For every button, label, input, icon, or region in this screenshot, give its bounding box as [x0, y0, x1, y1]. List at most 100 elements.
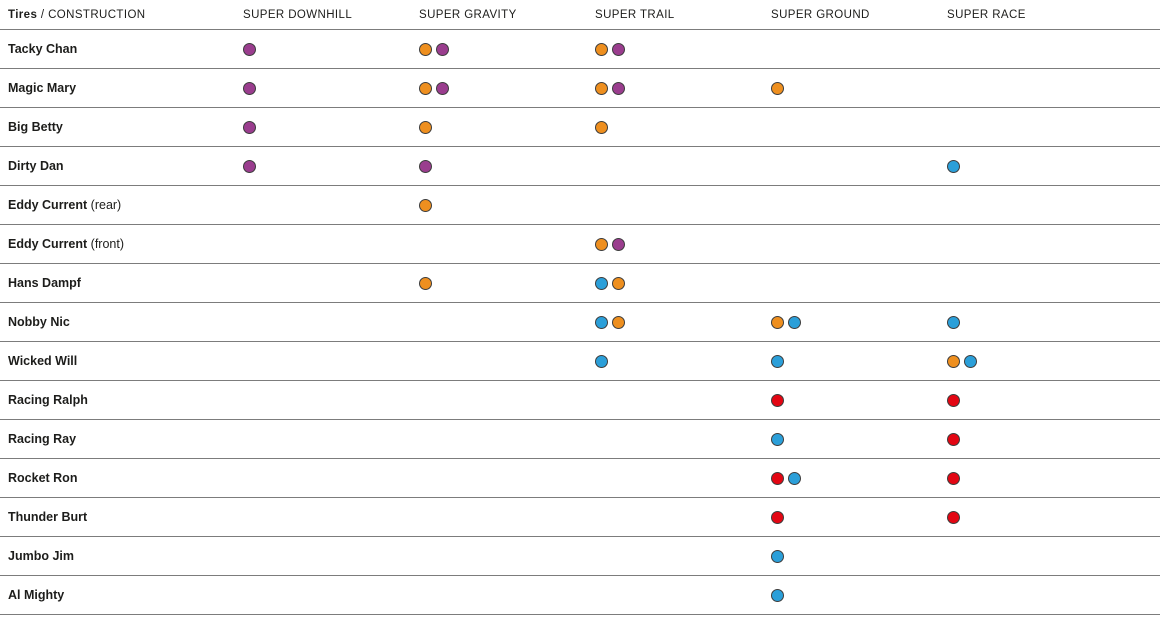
blue-availability-dot	[788, 471, 801, 485]
column-header-super-downhill: SUPER DOWNHILL	[243, 8, 353, 21]
tire-name-label: Eddy Current (front)	[8, 237, 243, 251]
availability-cell	[243, 159, 419, 173]
table-row: Nobby Nic	[0, 303, 1160, 342]
availability-cell	[243, 42, 419, 56]
table-row: Tacky Chan	[0, 30, 1160, 69]
tire-name-label: Big Betty	[8, 120, 243, 134]
tire-name-text: Eddy Current	[8, 198, 88, 212]
column-header-super-trail: SUPER TRAIL	[595, 8, 675, 21]
purple-availability-dot	[612, 42, 625, 56]
red-availability-dot	[947, 510, 960, 524]
tire-name-text: Al Mighty	[8, 588, 65, 602]
column-header-super-gravity: SUPER GRAVITY	[419, 8, 517, 21]
tire-name-text: Big Betty	[8, 120, 63, 134]
availability-cell	[771, 354, 947, 368]
availability-cell	[947, 432, 1160, 446]
orange-availability-dot	[612, 315, 625, 329]
availability-cell	[947, 159, 1160, 173]
availability-cell	[419, 276, 595, 290]
corner-title: Tires / CONSTRUCTION	[8, 9, 243, 21]
table-row: Jumbo Jim	[0, 537, 1160, 576]
red-availability-dot	[947, 432, 960, 446]
availability-cell	[419, 120, 595, 134]
blue-availability-dot	[595, 315, 608, 329]
availability-cell	[771, 510, 947, 524]
tire-name-label: Dirty Dan	[8, 159, 243, 173]
table-row: Rocket Ron	[0, 459, 1160, 498]
tire-name-label: Magic Mary	[8, 81, 243, 95]
purple-availability-dot	[612, 237, 625, 251]
purple-availability-dot	[243, 159, 256, 173]
purple-availability-dot	[436, 42, 449, 56]
availability-cell	[771, 588, 947, 602]
availability-cell	[595, 81, 771, 95]
tire-name-label: Rocket Ron	[8, 471, 243, 485]
availability-cell	[243, 120, 419, 134]
availability-cell	[771, 471, 947, 485]
blue-availability-dot	[947, 159, 960, 173]
tire-name-text: Tacky Chan	[8, 42, 78, 56]
availability-cell	[595, 315, 771, 329]
table-row: Dirty Dan	[0, 147, 1160, 186]
availability-cell	[419, 159, 595, 173]
table-row: Racing Ralph	[0, 381, 1160, 420]
purple-availability-dot	[436, 81, 449, 95]
tire-name-text: Hans Dampf	[8, 276, 81, 290]
availability-cell	[947, 354, 1160, 368]
tire-name-text: Racing Ray	[8, 432, 77, 446]
orange-availability-dot	[612, 276, 625, 290]
tire-name-label: Wicked Will	[8, 354, 243, 368]
availability-cell	[771, 315, 947, 329]
availability-cell	[771, 432, 947, 446]
tire-name-text: Racing Ralph	[8, 393, 88, 407]
tire-name-text: Thunder Burt	[8, 510, 88, 524]
table-row: Big Betty	[0, 108, 1160, 147]
purple-availability-dot	[243, 42, 256, 56]
red-availability-dot	[771, 510, 784, 524]
table-row: Thunder Burt	[0, 498, 1160, 537]
corner-title-tires: Tires	[8, 8, 38, 21]
availability-cell	[771, 393, 947, 407]
purple-availability-dot	[243, 81, 256, 95]
availability-cell	[947, 510, 1160, 524]
tire-name-label: Tacky Chan	[8, 42, 243, 56]
blue-availability-dot	[788, 315, 801, 329]
tire-name-text: Dirty Dan	[8, 159, 64, 173]
blue-availability-dot	[595, 354, 608, 368]
blue-availability-dot	[771, 432, 784, 446]
availability-cell	[771, 81, 947, 95]
purple-availability-dot	[419, 159, 432, 173]
orange-availability-dot	[595, 42, 608, 56]
tire-name-label: Nobby Nic	[8, 315, 243, 329]
orange-availability-dot	[771, 315, 784, 329]
tire-name-text: Nobby Nic	[8, 315, 70, 329]
column-header-super-race: SUPER RACE	[947, 8, 1026, 21]
tire-name-label: Al Mighty	[8, 588, 243, 602]
table-row: Racing Ray	[0, 420, 1160, 459]
availability-cell	[595, 354, 771, 368]
availability-cell	[771, 549, 947, 563]
orange-availability-dot	[419, 276, 432, 290]
orange-availability-dot	[419, 81, 432, 95]
blue-availability-dot	[595, 276, 608, 290]
blue-availability-dot	[964, 354, 977, 368]
red-availability-dot	[771, 471, 784, 485]
tire-name-label: Hans Dampf	[8, 276, 243, 290]
tire-name-text: Rocket Ron	[8, 471, 78, 485]
tire-name-label: Jumbo Jim	[8, 549, 243, 563]
table-body: Tacky Chan Magic Mary Big Betty Dirty Dan Ed…	[0, 30, 1171, 615]
availability-cell	[947, 471, 1160, 485]
availability-cell	[419, 198, 595, 212]
red-availability-dot	[947, 471, 960, 485]
orange-availability-dot	[595, 120, 608, 134]
orange-availability-dot	[419, 198, 432, 212]
blue-availability-dot	[771, 588, 784, 602]
availability-cell	[947, 315, 1160, 329]
table-row: Eddy Current (rear)	[0, 186, 1160, 225]
corner-title-construction: / CONSTRUCTION	[37, 8, 146, 21]
orange-availability-dot	[947, 354, 960, 368]
red-availability-dot	[771, 393, 784, 407]
column-header-super-ground: SUPER GROUND	[771, 8, 870, 21]
orange-availability-dot	[771, 81, 784, 95]
blue-availability-dot	[947, 315, 960, 329]
